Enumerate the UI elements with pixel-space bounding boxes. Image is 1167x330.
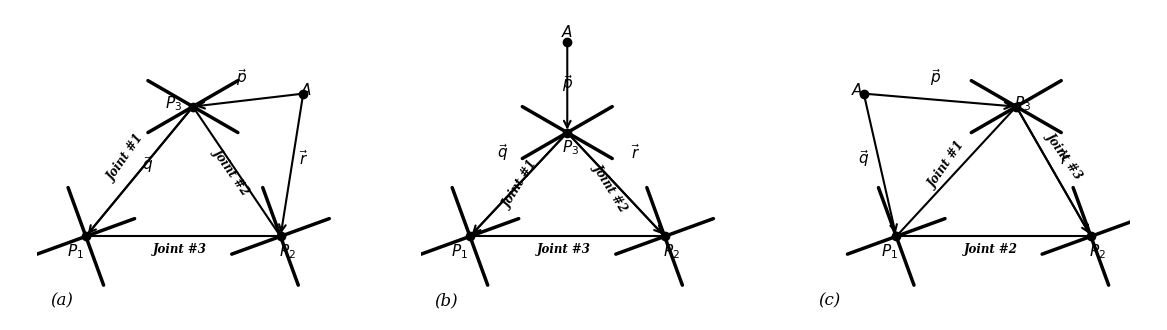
Text: $\vec{r}$: $\vec{r}$ bbox=[1061, 149, 1070, 168]
Text: Joint #3: Joint #3 bbox=[153, 243, 207, 256]
Text: Joint #2: Joint #2 bbox=[211, 146, 252, 197]
Text: Joint #3: Joint #3 bbox=[537, 243, 591, 256]
Text: Joint #1: Joint #1 bbox=[501, 158, 540, 211]
Text: $\vec{q}$: $\vec{q}$ bbox=[497, 142, 508, 162]
Text: $P_3$: $P_3$ bbox=[165, 94, 182, 113]
Text: $P_1$: $P_1$ bbox=[881, 243, 899, 261]
Text: Joint #1: Joint #1 bbox=[106, 133, 147, 184]
Text: $P_2$: $P_2$ bbox=[1089, 243, 1106, 261]
Text: $\vec{q}$: $\vec{q}$ bbox=[142, 154, 153, 176]
Text: $A$: $A$ bbox=[851, 82, 864, 98]
Text: $P_1$: $P_1$ bbox=[67, 243, 84, 261]
Text: Joint #2: Joint #2 bbox=[592, 161, 631, 214]
Text: (a): (a) bbox=[50, 293, 74, 310]
Text: $A$: $A$ bbox=[300, 82, 313, 98]
Text: $\vec{q}$: $\vec{q}$ bbox=[858, 148, 869, 169]
Text: $P_2$: $P_2$ bbox=[663, 243, 679, 261]
Text: $\vec{p}$: $\vec{p}$ bbox=[236, 67, 247, 88]
Text: Joint #1: Joint #1 bbox=[925, 139, 967, 191]
Text: (c): (c) bbox=[818, 293, 840, 310]
Text: $P_3$: $P_3$ bbox=[562, 139, 579, 157]
Text: $\vec{p}$: $\vec{p}$ bbox=[930, 67, 941, 88]
Text: $P_1$: $P_1$ bbox=[452, 243, 468, 261]
Text: (b): (b) bbox=[434, 293, 457, 310]
Text: $P_2$: $P_2$ bbox=[279, 243, 295, 261]
Text: Joint #2: Joint #2 bbox=[964, 243, 1018, 256]
Text: $\vec{r}$: $\vec{r}$ bbox=[299, 149, 308, 168]
Text: $A$: $A$ bbox=[561, 24, 573, 40]
Text: Joint #3: Joint #3 bbox=[1044, 129, 1085, 181]
Text: $P_3$: $P_3$ bbox=[1014, 94, 1032, 113]
Text: $\vec{r}$: $\vec{r}$ bbox=[630, 143, 640, 161]
Text: $\vec{p}$: $\vec{p}$ bbox=[561, 73, 573, 94]
